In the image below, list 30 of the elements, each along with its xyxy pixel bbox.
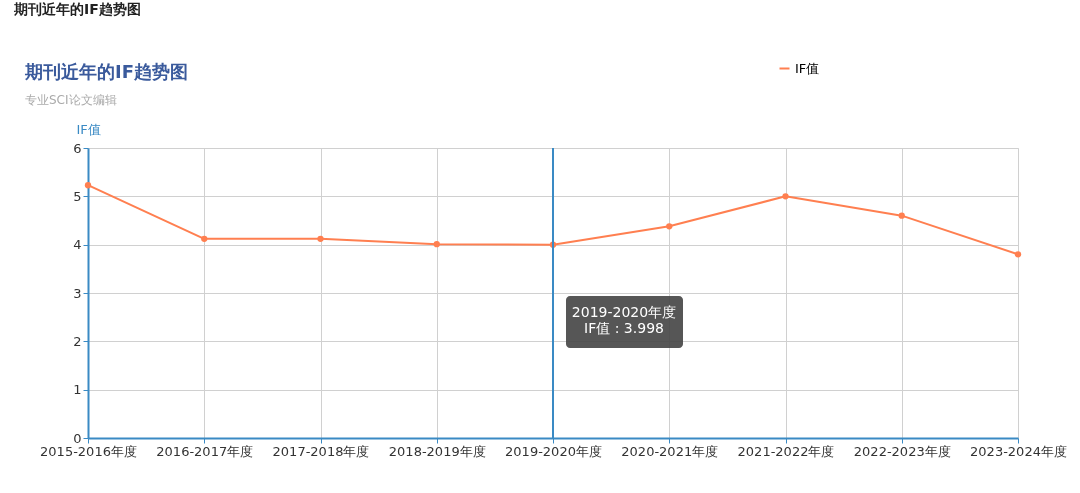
x-tick-label: 2020-2021年度 [621,443,719,459]
y-tick-label: 0 [73,430,82,446]
y-tick-label: 5 [73,188,82,204]
point [782,193,789,200]
annotation: 2019-2020年度 IF值 : 3.998 [571,304,677,336]
x-tick-label: 2018-2019年度 [388,443,486,459]
y-axis-title: IF值 [76,121,101,137]
y-tick-label: 1 [73,382,82,398]
point [433,241,440,248]
chart-subtitle: 专业SCI论文编辑 [25,93,117,107]
x-tick-label: 2016-2017年度 [156,443,254,459]
point [201,235,208,243]
point [1014,251,1022,258]
x-tick-label: 2023-2024年度 [970,443,1067,459]
legend-label: IF值 [795,60,820,76]
y-tick-label: 6 [73,140,82,156]
x-tick-label: 2015-2016年度 [40,443,137,459]
chart-title: 期刊近年的IF趋势图 [24,61,188,82]
y-tick-label: 3 [73,285,82,301]
x-tick-label: 2017-2018年度 [272,443,370,459]
x-tick-label: 2019-2020年度 [505,443,602,459]
point [317,235,324,243]
point [666,223,673,230]
x-tick-label: 2021-2022年度 [737,443,835,459]
x-tick-label: 2022-2023年度 [853,443,951,459]
point [84,182,92,189]
y-tick-label: 2 [73,333,82,349]
text: 期刊近年的IF趋势图 [13,1,141,17]
y-tick-label: 4 [73,237,82,253]
point [898,212,905,219]
